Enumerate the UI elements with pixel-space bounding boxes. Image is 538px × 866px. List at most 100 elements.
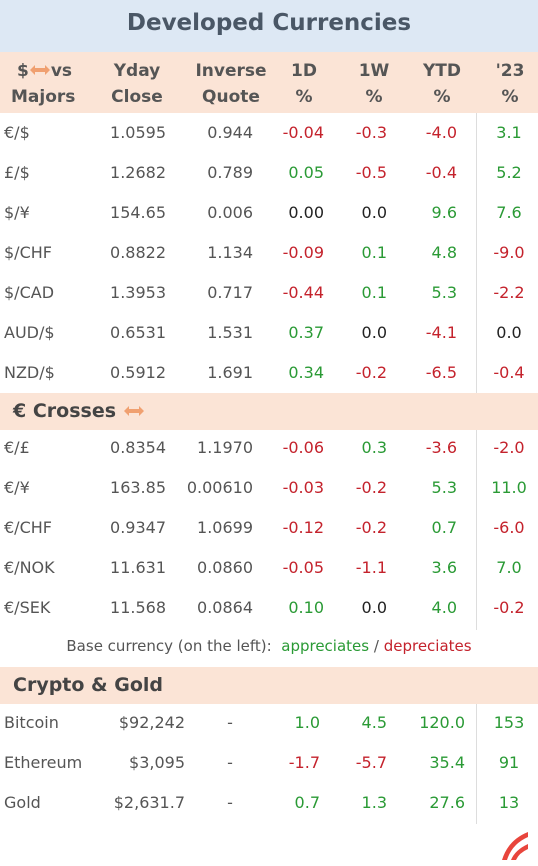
cell-value: -5.7 [355,753,387,772]
cell-value: 1.134 [207,243,253,262]
cell-value: 5.2 [496,163,522,182]
cell-value: 91 [498,753,520,772]
row-label: $/CHF [4,243,52,262]
cell-value: 1.3953 [110,283,166,302]
cell-value: -4.1 [425,323,457,342]
note-up: appreciates [281,637,370,655]
column-header: % [433,87,451,107]
cell-value: 1.0595 [110,123,166,142]
section-text: € Crosses [13,400,117,422]
cell-value: 0.37 [288,323,324,342]
logo [502,832,528,860]
cell-value: -0.04 [282,123,324,142]
cell-value: 0.34 [288,363,324,382]
cell-value: 13 [498,793,520,812]
row-label: €/SEK [4,598,51,617]
divider [476,704,477,824]
cell-value: 0.6531 [110,323,166,342]
title-band [0,0,538,52]
cell-value: 0.9347 [110,518,166,537]
row-label: Ethereum [4,753,83,772]
note-down: depreciates [383,637,472,655]
cell-value: - [227,753,233,772]
row-label: NZD/$ [4,363,55,382]
cell-value: 5.3 [431,478,457,497]
cell-value: -4.0 [425,123,457,142]
cell-value: - [227,793,233,812]
cell-value: 0.7 [431,518,457,537]
cell-value: -2.2 [493,283,525,302]
column-header: % [295,87,313,107]
cell-value: 1.691 [207,363,253,382]
cell-value: 4.0 [431,598,457,617]
cell-value: 4.5 [361,713,387,732]
cell-value: 1.0699 [197,518,253,537]
cell-value: 0.0 [361,598,387,617]
row-label: Bitcoin [4,713,59,732]
cell-value: 7.6 [496,203,522,222]
cell-value: -0.5 [355,163,387,182]
row-label: Gold [4,793,41,812]
row-label: €/£ [4,438,30,457]
cell-value: 0.0864 [197,598,253,617]
row-label: AUD/$ [4,323,55,342]
note-text: Base currency (on the left): [66,637,272,655]
cell-value: 0.0 [496,323,522,342]
section-title: Crypto & Gold [13,674,163,696]
cell-value: 1.1970 [197,438,253,457]
cell-value: -0.2 [355,518,387,537]
cell-value: -0.12 [282,518,324,537]
cell-value: -0.2 [355,363,387,382]
cell-value: 7.0 [496,558,522,577]
cell-value: 1.531 [207,323,253,342]
section-band [0,667,538,704]
cell-value: 0.00610 [186,478,253,497]
cell-value: 3.6 [431,558,457,577]
section-title: € Crosses [13,393,145,430]
cell-value: 0.00 [288,203,324,222]
cell-value: 0.1 [361,243,387,262]
cell-value: 1.2682 [110,163,166,182]
header-band [0,52,538,113]
cell-value: -1.1 [355,558,387,577]
title: Developed Currencies [126,10,412,36]
row-label: £/$ [4,163,30,182]
cell-value: -1.7 [288,753,320,772]
cell-value: 0.10 [288,598,324,617]
cell-value: -6.0 [493,518,525,537]
cell-value: 163.85 [110,478,166,497]
header-text: Majors [11,87,76,107]
cell-value: 0.8822 [110,243,166,262]
section-band [0,393,538,430]
first-header: $ vs [17,58,72,84]
column-header: 1W [358,61,390,81]
cell-value: -2.0 [493,438,525,457]
row-label: $/CAD [4,283,55,302]
cell-value: 120.0 [419,713,465,732]
cell-value: 0.7 [294,793,320,812]
column-header: Quote [202,87,260,107]
header-text: $ [17,61,29,81]
cell-value: 154.65 [110,203,166,222]
row-label: €/CHF [4,518,52,537]
cell-value: 0.1 [361,283,387,302]
cell-value: 35.4 [429,753,465,772]
cell-value: -0.2 [355,478,387,497]
column-header: '23 [495,61,525,81]
cell-value: 5.3 [431,283,457,302]
column-header: Close [111,87,163,107]
cell-value: 153 [493,713,525,732]
cell-value: -0.09 [282,243,324,262]
cell-value: -9.0 [493,243,525,262]
row-label: $/¥ [4,203,30,222]
cell-value: -3.6 [425,438,457,457]
cell-value: -0.05 [282,558,324,577]
row-label: €/¥ [4,478,30,497]
cell-value: 3.1 [496,123,522,142]
cell-value: 1.3 [361,793,387,812]
cell-value: 0.0 [361,203,387,222]
divider [476,113,477,393]
cell-value: $92,242 [118,713,185,732]
cell-value: 9.6 [431,203,457,222]
